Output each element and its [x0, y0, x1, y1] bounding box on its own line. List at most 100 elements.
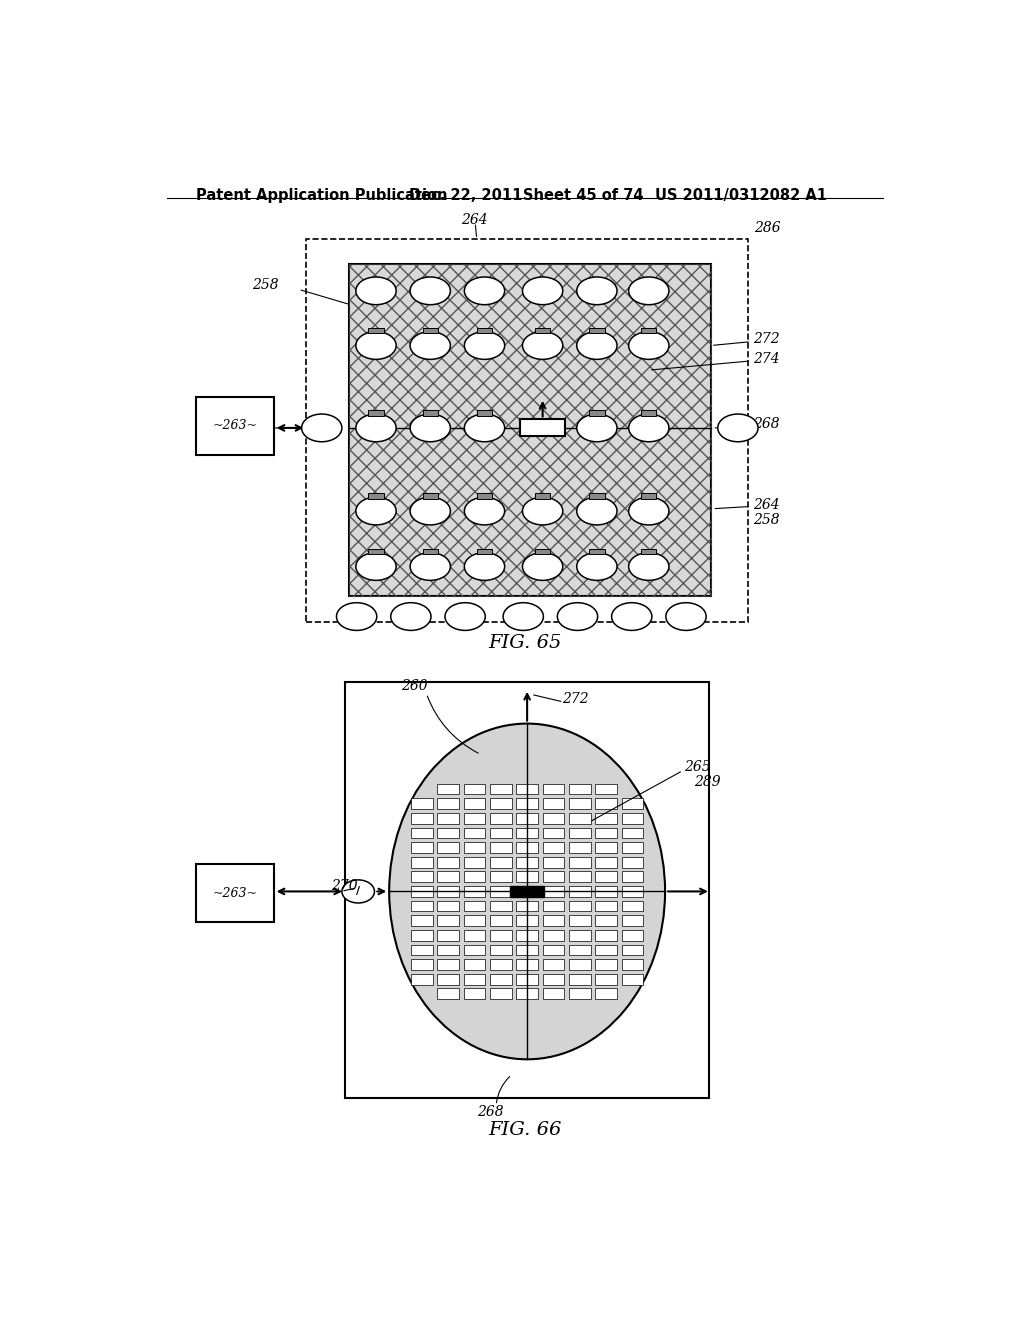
Ellipse shape — [464, 498, 505, 525]
Ellipse shape — [356, 331, 396, 359]
Bar — [589, 411, 604, 416]
Bar — [569, 857, 591, 867]
Ellipse shape — [464, 553, 505, 581]
Ellipse shape — [718, 414, 758, 442]
Bar — [411, 813, 432, 824]
Bar — [595, 813, 617, 824]
Ellipse shape — [522, 277, 563, 305]
Bar — [489, 784, 512, 795]
Bar — [595, 871, 617, 882]
Bar — [595, 945, 617, 956]
Bar — [622, 857, 643, 867]
Bar — [411, 871, 432, 882]
Ellipse shape — [522, 553, 563, 581]
Bar — [464, 929, 485, 941]
Bar — [595, 915, 617, 927]
Bar — [569, 886, 591, 896]
Bar — [369, 549, 384, 554]
Bar — [589, 327, 604, 333]
Bar — [543, 842, 564, 853]
Bar — [411, 828, 432, 838]
Bar — [489, 960, 512, 970]
Bar — [349, 264, 711, 595]
Bar — [641, 549, 656, 554]
Bar — [489, 842, 512, 853]
Text: ~263~: ~263~ — [212, 420, 257, 433]
Bar — [423, 327, 438, 333]
Bar — [569, 871, 591, 882]
Bar — [197, 865, 273, 923]
Bar — [543, 900, 564, 911]
Ellipse shape — [577, 277, 617, 305]
Text: /: / — [356, 887, 360, 896]
Ellipse shape — [410, 331, 451, 359]
Ellipse shape — [557, 603, 598, 631]
Bar — [535, 327, 550, 333]
Bar — [437, 842, 459, 853]
Bar — [595, 989, 617, 999]
Bar — [411, 799, 432, 809]
Bar — [464, 871, 485, 882]
Bar — [423, 411, 438, 416]
Ellipse shape — [629, 277, 669, 305]
Bar — [437, 974, 459, 985]
Text: Sheet 45 of 74: Sheet 45 of 74 — [523, 187, 644, 203]
Ellipse shape — [356, 277, 396, 305]
Bar — [622, 871, 643, 882]
Text: 265: 265 — [684, 760, 711, 774]
Bar — [437, 945, 459, 956]
Ellipse shape — [577, 498, 617, 525]
Bar — [464, 974, 485, 985]
Bar — [589, 494, 604, 499]
Text: Patent Application Publication: Patent Application Publication — [197, 187, 447, 203]
Bar — [369, 494, 384, 499]
Bar — [569, 842, 591, 853]
Bar — [543, 929, 564, 941]
Text: 268: 268 — [477, 1105, 504, 1118]
Ellipse shape — [410, 498, 451, 525]
Bar — [516, 871, 538, 882]
Bar — [423, 549, 438, 554]
Bar — [369, 411, 384, 416]
Bar — [489, 929, 512, 941]
Ellipse shape — [356, 414, 396, 442]
Bar — [569, 784, 591, 795]
Bar — [516, 784, 538, 795]
Bar — [437, 915, 459, 927]
Bar — [489, 828, 512, 838]
Text: 264: 264 — [461, 213, 487, 227]
Bar — [535, 494, 550, 499]
Bar — [516, 886, 538, 896]
Text: 272: 272 — [562, 692, 589, 706]
Bar — [543, 871, 564, 882]
Bar — [543, 784, 564, 795]
Ellipse shape — [464, 277, 505, 305]
Bar — [543, 857, 564, 867]
Bar — [411, 857, 432, 867]
Bar — [516, 842, 538, 853]
Bar — [543, 799, 564, 809]
Bar — [516, 813, 538, 824]
Bar — [595, 784, 617, 795]
Bar — [437, 857, 459, 867]
Ellipse shape — [391, 603, 431, 631]
Bar — [622, 886, 643, 896]
Text: US 2011/0312082 A1: US 2011/0312082 A1 — [655, 187, 827, 203]
Bar — [622, 813, 643, 824]
Bar — [641, 494, 656, 499]
Bar — [595, 929, 617, 941]
Bar — [569, 960, 591, 970]
Text: 268: 268 — [753, 417, 779, 432]
Bar — [411, 886, 432, 896]
Bar — [411, 900, 432, 911]
Bar — [464, 842, 485, 853]
Ellipse shape — [577, 331, 617, 359]
Ellipse shape — [503, 603, 544, 631]
Bar — [477, 327, 493, 333]
Bar — [569, 813, 591, 824]
Bar — [464, 828, 485, 838]
Bar — [622, 960, 643, 970]
Bar — [464, 813, 485, 824]
Bar — [489, 857, 512, 867]
Ellipse shape — [410, 553, 451, 581]
